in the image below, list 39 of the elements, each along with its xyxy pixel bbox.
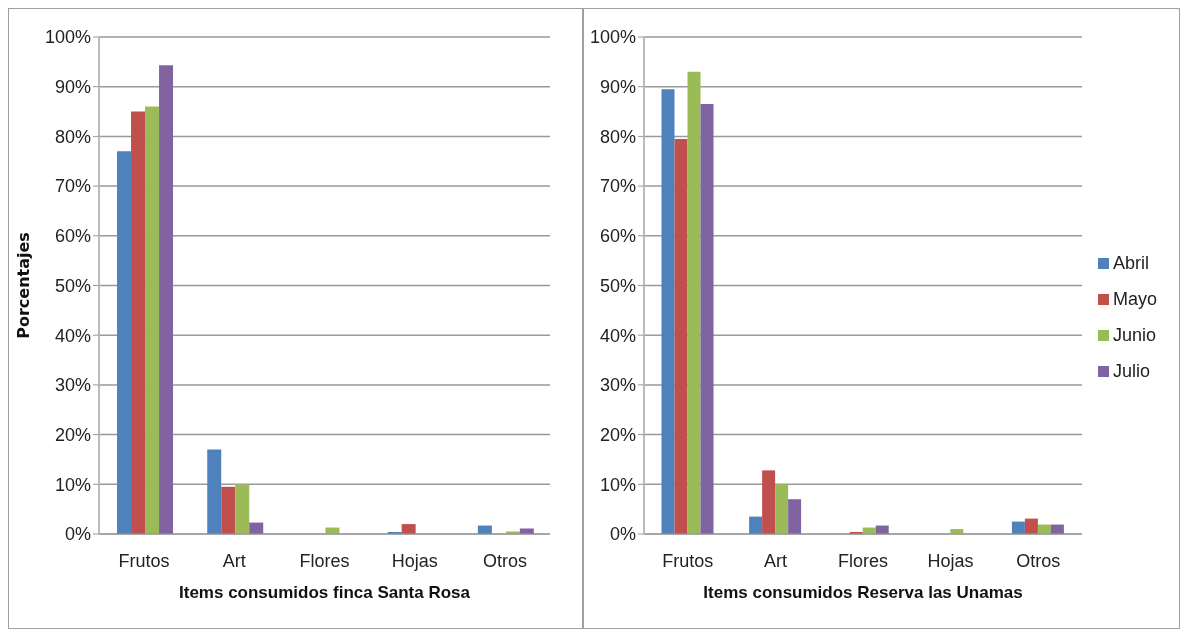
y-tick-label: 100%	[589, 27, 636, 48]
legend-label: Abril	[1112, 252, 1149, 273]
x-tick-label: Otros	[1016, 550, 1061, 571]
y-tick-label: 60%	[54, 226, 91, 247]
y-tick-label: 0%	[64, 524, 91, 545]
legend-label: Julio	[1112, 360, 1151, 381]
x-tick-label: Otros	[482, 550, 527, 571]
y-tick-label: 20%	[54, 424, 91, 445]
x-axis-title: Items consumidos finca Santa Rosa	[179, 583, 471, 602]
x-axis-title: Items consumidos Reserva las Unamas	[703, 583, 1023, 602]
y-tick-label: 10%	[599, 474, 636, 495]
legend-label: Mayo	[1112, 288, 1157, 309]
legend-label: Junio	[1112, 324, 1157, 345]
y-tick-label: 70%	[54, 176, 91, 197]
x-tick-label: Hojas	[391, 550, 438, 571]
x-tick-label: Flores	[299, 550, 350, 571]
x-tick-label: Frutos	[118, 550, 170, 571]
x-tick-label: Art	[763, 550, 787, 571]
x-tick-label: Art	[222, 550, 246, 571]
x-tick-label: Hojas	[927, 550, 974, 571]
y-tick-label: 50%	[54, 275, 91, 296]
y-tick-label: 70%	[599, 176, 636, 197]
y-tick-label: 20%	[599, 424, 636, 445]
y-tick-label: 30%	[54, 375, 91, 396]
y-tick-label: 40%	[54, 325, 91, 346]
y-tick-label: 60%	[599, 226, 636, 247]
y-tick-label: 90%	[599, 77, 636, 98]
y-tick-label: 80%	[54, 126, 91, 147]
y-tick-label: 90%	[54, 77, 91, 98]
y-tick-label: 40%	[599, 325, 636, 346]
x-tick-label: Flores	[837, 550, 888, 571]
y-tick-label: 10%	[54, 474, 91, 495]
x-tick-label: Frutos	[662, 550, 714, 571]
y-tick-label: 100%	[44, 27, 91, 48]
y-tick-label: 50%	[599, 275, 636, 296]
y-tick-label: 80%	[599, 126, 636, 147]
y-tick-label: 0%	[609, 524, 636, 545]
y-tick-label: 30%	[599, 375, 636, 396]
y-axis-title: Porcentajes	[13, 232, 33, 339]
